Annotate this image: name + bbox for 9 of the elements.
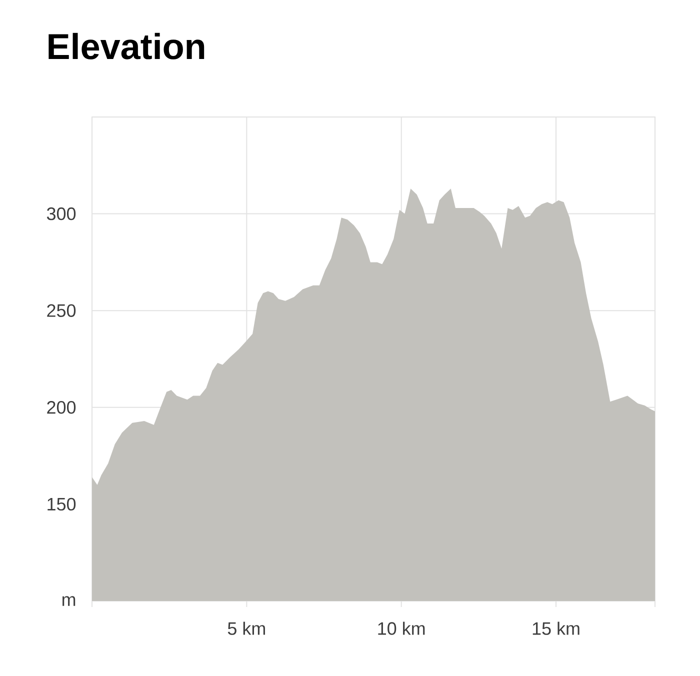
y-tick-label: 300 bbox=[46, 207, 76, 220]
x-tick-label: 10 km bbox=[378, 622, 425, 635]
y-tick-label: 200 bbox=[47, 401, 76, 414]
x-tick-label: 15 km bbox=[532, 622, 580, 635]
y-tick-label: m bbox=[62, 596, 76, 606]
y-tick-label: 150 bbox=[48, 498, 76, 511]
y-tick-label: 250 bbox=[47, 304, 76, 317]
chart-title: Elevation bbox=[48, 32, 204, 60]
x-tick-label: 5 km bbox=[228, 622, 265, 635]
